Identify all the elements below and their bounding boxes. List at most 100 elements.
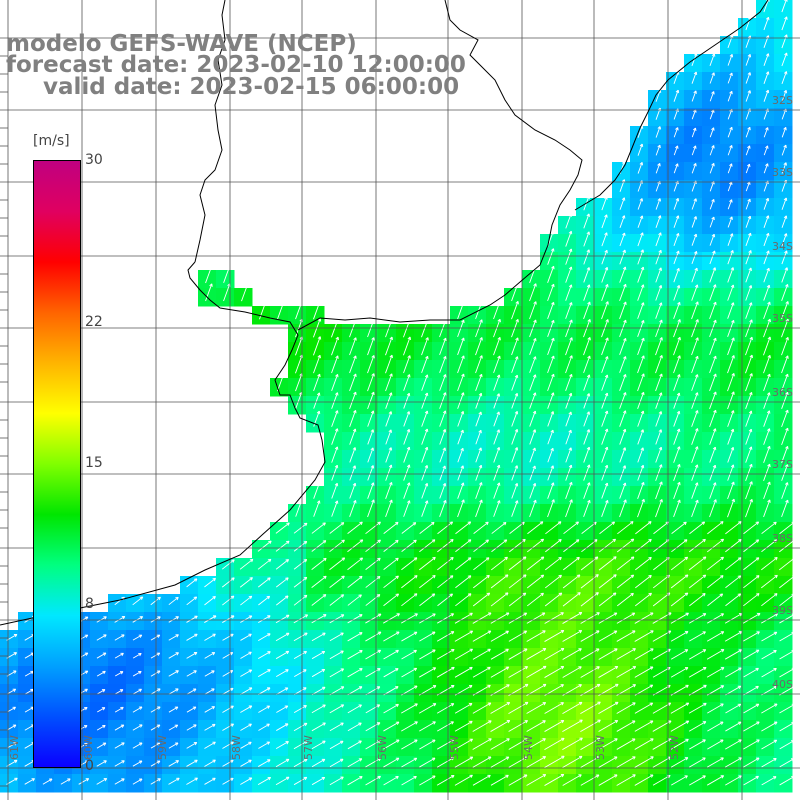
wind-arrow-head — [286, 723, 289, 727]
wind-arrow — [401, 739, 418, 750]
wind-arrow-head — [305, 559, 308, 563]
wind-arrow — [691, 267, 698, 283]
wind-arrow — [637, 482, 645, 499]
wind-arrow — [511, 447, 518, 463]
wind-arrow-head — [685, 539, 688, 543]
wind-arrow-head — [685, 667, 689, 671]
wind-arrow — [743, 521, 759, 535]
wind-arrow-head — [703, 613, 707, 617]
wind-arrow-head — [305, 541, 308, 545]
wind-arrow-head — [631, 593, 634, 597]
wind-arrow-head — [50, 778, 53, 782]
wind-arrow — [709, 216, 715, 228]
wind-arrow — [439, 447, 446, 463]
wind-arrow — [437, 521, 453, 535]
wind-arrow — [295, 500, 302, 517]
wind-arrow — [691, 428, 698, 445]
wind-arrow — [727, 428, 734, 445]
wind-arrow-head — [139, 760, 143, 764]
wind-arrow — [745, 464, 753, 481]
coastline-segment — [194, 0, 226, 263]
wind-arrow-head — [231, 634, 234, 638]
wind-arrow — [637, 447, 644, 463]
wind-arrow — [727, 127, 733, 138]
wind-arrow — [707, 521, 724, 535]
wind-arrow-head — [775, 575, 778, 579]
wind-arrow-head — [721, 631, 725, 635]
wind-arrow-head — [612, 521, 615, 525]
wind-arrow — [421, 410, 428, 427]
wind-arrow — [619, 249, 626, 265]
wind-arrow — [383, 613, 400, 624]
wind-arrow — [114, 671, 124, 677]
wind-arrow — [311, 740, 326, 750]
wind-arrow — [781, 446, 789, 463]
wind-arrow-head — [324, 594, 327, 598]
wind-arrow-head — [686, 631, 689, 635]
wind-arrow-head — [213, 741, 216, 745]
wind-arrow — [329, 668, 344, 678]
wind-arrow — [689, 739, 706, 750]
wind-arrow — [472, 630, 492, 642]
wind-arrow — [544, 630, 565, 642]
wind-arrow — [745, 250, 752, 265]
wind-arrow — [562, 719, 583, 733]
wind-arrow — [275, 577, 289, 588]
wind-arrow — [601, 267, 608, 283]
wind-arrow — [529, 392, 536, 409]
wind-arrow-head — [396, 776, 399, 780]
wind-arrow-head — [415, 575, 418, 579]
wind-arrow — [383, 575, 399, 589]
wind-arrow-head — [32, 778, 35, 782]
wind-arrow-head — [594, 522, 597, 526]
wind-arrow-head — [596, 574, 599, 578]
wind-arrow-head — [775, 613, 778, 617]
wind-arrow — [580, 612, 600, 624]
wind-arrow — [511, 500, 518, 517]
wind-arrow — [763, 268, 770, 283]
wind-arrow — [653, 539, 670, 553]
wind-arrow — [508, 701, 529, 714]
wind-arrow — [616, 648, 636, 660]
wind-arrow-head — [341, 722, 344, 726]
wind-arrow-head — [305, 632, 308, 636]
wind-arrow — [132, 634, 142, 641]
wind-arrow-head — [774, 521, 777, 526]
wind-arrow — [454, 703, 473, 714]
wind-arrow — [6, 724, 17, 731]
wind-arrow-head — [543, 630, 546, 634]
wind-arrow-head — [505, 557, 508, 561]
wind-arrow-head — [739, 521, 742, 525]
wind-arrow-head — [757, 521, 760, 525]
wind-arrow-head — [304, 723, 308, 727]
wind-arrow — [329, 632, 344, 642]
wind-arrow-head — [323, 686, 326, 691]
wind-arrow-head — [598, 701, 601, 705]
wind-arrow-head — [633, 720, 636, 724]
wind-arrow — [419, 539, 436, 553]
wind-arrow — [24, 670, 34, 677]
wind-arrow — [601, 301, 609, 320]
wind-arrow — [293, 559, 307, 570]
wind-arrow — [601, 482, 608, 499]
wind-arrow — [331, 410, 338, 427]
wind-arrow — [421, 374, 428, 391]
wind-arrow-head — [194, 670, 197, 674]
wind-arrow-head — [341, 668, 345, 672]
wind-arrow — [781, 284, 789, 301]
wind-arrow — [493, 500, 500, 517]
wind-arrow — [635, 574, 652, 589]
wind-arrow-head — [596, 592, 599, 596]
wind-arrow — [565, 374, 573, 391]
wind-arrow — [490, 556, 508, 571]
wind-arrow-head — [432, 522, 435, 526]
wind-arrow — [347, 704, 362, 714]
wind-arrow-head — [324, 614, 327, 618]
wind-arrow — [349, 500, 357, 517]
wind-arrow — [709, 145, 715, 156]
wind-arrow-head — [13, 706, 16, 711]
wind-arrow — [511, 301, 519, 320]
wind-arrow-head — [488, 775, 491, 779]
wind-arrow — [707, 703, 724, 714]
wind-arrow-head — [522, 521, 525, 526]
